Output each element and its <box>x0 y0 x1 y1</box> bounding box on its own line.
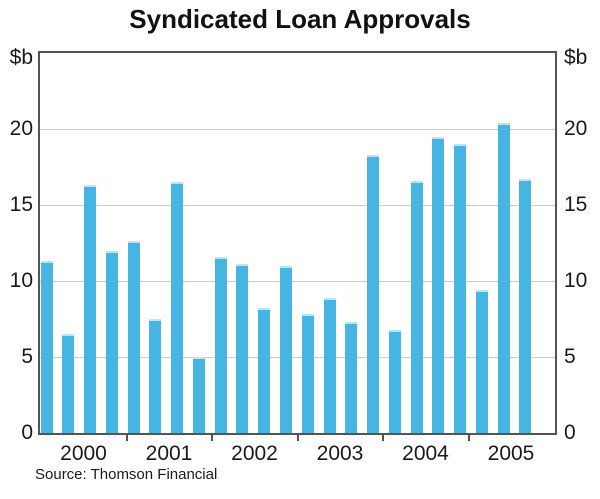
right-y-axis-label-20: 20 <box>564 117 588 140</box>
bar-2005-q1 <box>475 290 488 433</box>
right-y-axis-label-0: 0 <box>564 421 576 444</box>
bar-2004-q1 <box>388 329 401 433</box>
bar-2005-q2 <box>497 122 510 433</box>
x-axis-year-label-2000: 2000 <box>60 442 107 465</box>
source-note: Source: Thomson Financial <box>35 466 218 483</box>
x-axis-year-label-2005: 2005 <box>487 442 535 465</box>
right-y-axis-label-10: 10 <box>564 269 588 292</box>
bar-2003-q2 <box>323 297 336 433</box>
left-y-axis-label-5: 5 <box>21 345 33 368</box>
bar-2003-q4 <box>367 154 380 433</box>
x-axis-tick-2003-2004 <box>382 433 384 441</box>
right-axis-unit-label: $b <box>564 46 588 69</box>
left-axis-unit-label: $b <box>9 46 33 69</box>
right-y-axis-label-5: 5 <box>564 345 576 368</box>
bar-2000-q1 <box>40 261 53 433</box>
x-axis-tick-2002-2003 <box>296 433 299 441</box>
bar-2001-q3 <box>171 182 184 433</box>
right-y-axis-label-15: 15 <box>564 193 588 216</box>
x-axis-tick-2000-2001 <box>125 433 128 441</box>
bar-2000-q2 <box>62 334 75 433</box>
chart-title: Syndicated Loan Approvals <box>129 4 471 34</box>
bar-2003-q1 <box>301 314 314 433</box>
left-y-axis-label-20: 20 <box>9 117 33 140</box>
gridline-10 <box>40 280 555 282</box>
x-axis-year-label-2003: 2003 <box>316 442 364 465</box>
x-axis-tick-2004-2005 <box>467 433 470 441</box>
bar-2004-q2 <box>410 180 423 433</box>
bar-2004-q3 <box>432 136 445 433</box>
x-axis-year-label-2001: 2001 <box>145 442 193 465</box>
bar-2001-q4 <box>192 357 205 433</box>
bar-2002-q2 <box>236 264 249 433</box>
x-axis-year-label-2004: 2004 <box>402 442 449 465</box>
gridline-15 <box>40 204 555 206</box>
bar-2004-q4 <box>454 144 467 433</box>
bar-2002-q1 <box>214 256 227 433</box>
left-y-axis-label-15: 15 <box>9 193 33 216</box>
bar-2000-q3 <box>84 185 97 433</box>
gridline-5 <box>40 356 555 358</box>
plot-area <box>38 51 557 435</box>
left-y-axis-label-0: 0 <box>21 421 33 444</box>
gridline-20 <box>40 128 555 130</box>
x-axis-tick-2001-2002 <box>211 433 213 441</box>
bar-2005-q3 <box>519 179 532 433</box>
bar-2001-q1 <box>127 241 140 433</box>
bar-2001-q2 <box>149 319 162 433</box>
left-y-axis-label-10: 10 <box>9 269 33 292</box>
bar-2002-q4 <box>279 265 292 433</box>
bar-2003-q3 <box>345 322 358 433</box>
x-axis-year-label-2002: 2002 <box>231 442 278 465</box>
bar-2002-q3 <box>258 308 271 433</box>
bar-2000-q4 <box>105 250 118 433</box>
